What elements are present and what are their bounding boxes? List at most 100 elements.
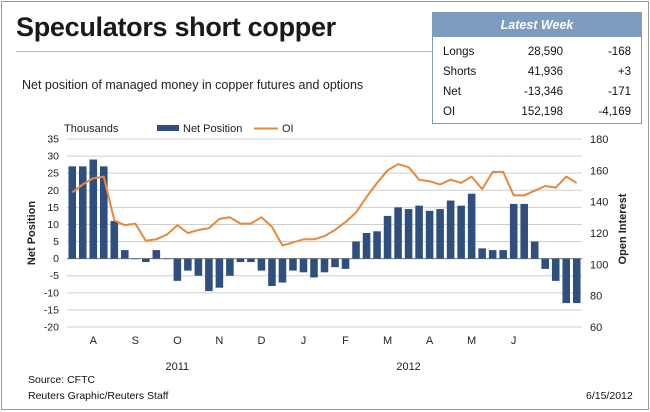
- month-tick-label: A: [426, 335, 434, 347]
- right-tick-label: 100: [590, 259, 608, 271]
- net-position-bar: [436, 209, 444, 259]
- left-tick-label: -10: [44, 287, 59, 299]
- net-position-bar: [415, 205, 423, 259]
- net-position-bar: [383, 215, 392, 259]
- row-label: OI: [443, 106, 456, 118]
- net-position-bar: [226, 258, 234, 276]
- oi-series-line: [71, 163, 578, 247]
- left-tick-label: 20: [47, 185, 59, 197]
- net-position-bar: [236, 258, 245, 263]
- net-position-bar: [499, 250, 507, 259]
- month-tick-label: S: [132, 335, 139, 347]
- title-divider: [16, 51, 432, 52]
- latest-week-row-oi: OI 152,198 -4,169: [433, 103, 641, 123]
- net-position-bar: [110, 221, 119, 259]
- net-position-bar: [278, 258, 287, 283]
- month-tick-label: M: [383, 335, 392, 347]
- left-tick-label: 10: [47, 219, 59, 231]
- net-position-bar: [152, 250, 161, 259]
- net-position-bar: [289, 258, 297, 271]
- net-position-bar: [331, 258, 339, 268]
- year-label: 2011: [166, 361, 190, 373]
- left-tick-label: -15: [44, 304, 59, 316]
- row-value: 41,936: [527, 66, 563, 78]
- month-tick-label: J: [301, 335, 307, 347]
- legend-label-net-position: Net Position: [183, 123, 242, 135]
- row-value: 28,590: [527, 46, 563, 58]
- units-label: Thousands: [64, 123, 119, 135]
- left-tick-label: -20: [44, 322, 59, 334]
- row-label: Longs: [443, 46, 475, 58]
- net-position-bar: [488, 250, 497, 259]
- net-position-bar: [352, 241, 360, 259]
- net-position-bar: [173, 258, 182, 281]
- net-position-bar: [268, 258, 276, 286]
- left-tick-label: 25: [47, 168, 59, 180]
- net-position-bar: [562, 258, 571, 304]
- right-tick-label: 60: [590, 322, 602, 334]
- row-change: -168: [607, 46, 631, 58]
- chart-title: Speculators short copper: [16, 12, 336, 42]
- net-position-bar: [257, 258, 266, 271]
- net-position-bar: [247, 258, 255, 263]
- left-tick-label: 0: [53, 253, 59, 265]
- row-change: -4,169: [598, 106, 631, 118]
- left-tick-label: -5: [50, 270, 59, 282]
- right-tick-label: 140: [590, 197, 608, 209]
- net-position-bar: [68, 166, 77, 259]
- date-note: 6/15/2012: [586, 390, 633, 402]
- row-change: -171: [607, 86, 631, 98]
- net-position-bar: [194, 258, 203, 276]
- year-label: 2012: [396, 361, 420, 373]
- net-position-bar: [572, 258, 581, 304]
- left-tick-label: 15: [47, 202, 59, 214]
- net-position-bar: [320, 258, 329, 273]
- latest-week-row-net: Net -13,346 -171: [433, 83, 641, 103]
- left-axis-title: Net Position: [26, 201, 38, 265]
- month-tick-label: F: [342, 335, 349, 347]
- net-position-bar: [341, 258, 350, 269]
- left-tick-label: 30: [47, 151, 59, 163]
- net-position-bar: [310, 258, 318, 278]
- legend-label-oi: OI: [282, 123, 294, 135]
- net-position-bar: [215, 258, 224, 288]
- latest-week-header: Latest Week: [433, 13, 641, 37]
- month-tick-label: O: [173, 335, 182, 347]
- right-tick-label: 160: [590, 165, 608, 177]
- row-value: 152,198: [521, 106, 563, 118]
- net-position-bar: [394, 207, 402, 259]
- right-tick-label: 80: [590, 291, 602, 303]
- net-position-bar: [299, 258, 308, 273]
- credit-note: Reuters Graphic/Reuters Staff: [28, 390, 169, 402]
- row-label: Shorts: [443, 66, 477, 78]
- net-position-bar: [425, 210, 434, 259]
- net-position-bar: [373, 231, 381, 259]
- net-position-bar: [551, 258, 560, 281]
- net-position-bar: [184, 258, 192, 271]
- net-position-bar: [457, 205, 465, 259]
- net-position-bar: [89, 159, 98, 259]
- right-tick-label: 180: [590, 134, 608, 146]
- left-tick-label: 35: [47, 134, 59, 146]
- net-position-bar: [404, 209, 413, 259]
- net-position-bar: [100, 166, 108, 259]
- row-value: -13,346: [523, 86, 563, 98]
- net-position-bar: [78, 166, 87, 259]
- net-position-bar: [142, 258, 150, 263]
- net-position-bar: [541, 258, 549, 269]
- month-tick-label: J: [511, 335, 517, 347]
- month-tick-label: N: [215, 335, 223, 347]
- net-position-bar: [467, 193, 476, 259]
- row-change: +3: [617, 66, 631, 78]
- net-position-bar: [362, 233, 371, 259]
- right-tick-label: 120: [590, 228, 608, 240]
- net-position-bar: [446, 200, 455, 259]
- left-tick-label: 5: [53, 236, 59, 248]
- row-label: Net: [443, 86, 461, 98]
- net-position-bar: [163, 258, 171, 260]
- net-position-bar: [478, 248, 486, 259]
- latest-week-row-longs: Longs 28,590 -168: [433, 43, 641, 63]
- month-tick-label: A: [90, 335, 98, 347]
